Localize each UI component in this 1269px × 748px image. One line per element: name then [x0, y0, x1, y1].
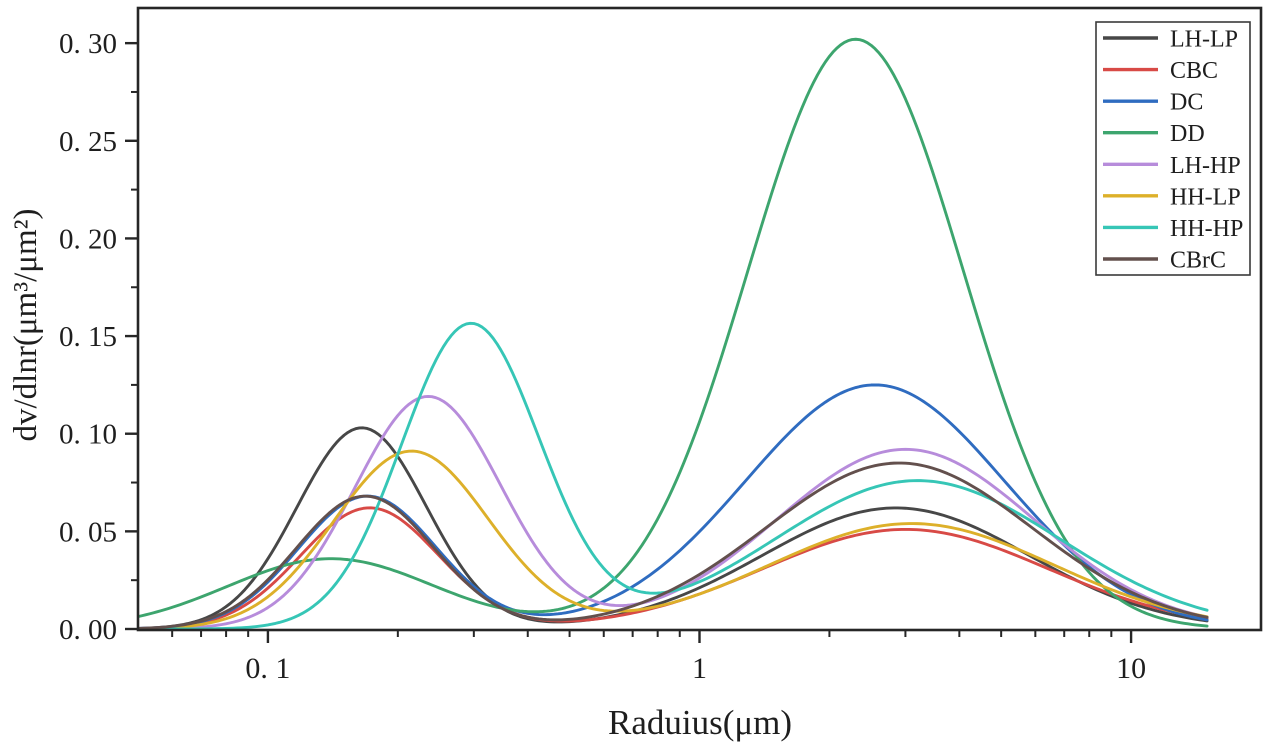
series-line-cbrc: [138, 461, 1209, 630]
series-line-hh-lp: [138, 449, 1209, 630]
x-tick-label: 10: [1116, 652, 1146, 685]
series-line-hh-hp: [138, 321, 1209, 630]
legend: LH-LP CBC DC DD LH-HP HH-LP HH-HP CBrC: [1095, 21, 1251, 276]
legend-entry: HH-HP: [1103, 216, 1243, 242]
legend-entry: LH-LP: [1103, 27, 1238, 53]
plot-border: [136, 6, 1263, 632]
legend-label: LH-LP: [1170, 27, 1238, 53]
series-lines: [138, 37, 1209, 630]
y-axis-title: dv/dlnr(μm³/μm²): [8, 209, 44, 442]
legend-label: LH-HP: [1170, 153, 1241, 179]
y-tick-label: 0. 25: [59, 126, 117, 158]
legend-entry: HH-LP: [1103, 184, 1241, 210]
legend-label: CBrC: [1170, 248, 1226, 274]
legend-label: HH-LP: [1170, 184, 1241, 210]
legend-entry: CBrC: [1103, 248, 1226, 274]
y-tick-label: 0. 05: [59, 516, 117, 548]
legend-label: DC: [1170, 90, 1203, 116]
x-axis-title: Raduius(μm): [608, 703, 792, 742]
series-line-dd: [138, 37, 1209, 628]
legend-entry: LH-HP: [1103, 153, 1241, 179]
y-tick-label: 0. 00: [59, 614, 117, 646]
legend-entry: DD: [1103, 121, 1205, 147]
legend-label: CBC: [1170, 58, 1218, 84]
legend-entry: DC: [1103, 90, 1203, 116]
y-tick-label: 0. 15: [59, 321, 117, 353]
x-tick-label: 1: [692, 652, 707, 685]
y-tick-label: 0. 20: [59, 223, 117, 255]
axis-ticks: 0. 1 1 10 0. 00 0. 05 0. 10 0. 15 0. 20 0. 25 0. …: [59, 28, 1146, 685]
legend-entry: CBC: [1103, 58, 1218, 84]
legend-label: DD: [1170, 121, 1205, 147]
y-tick-label: 0. 30: [59, 28, 117, 60]
y-tick-label: 0. 10: [59, 419, 117, 451]
legend-box: [1095, 21, 1251, 276]
series-line-dc: [138, 383, 1209, 630]
legend-label: HH-HP: [1170, 216, 1243, 242]
series-line-lh-hp: [138, 394, 1209, 630]
x-tick-label: 0. 1: [245, 652, 290, 685]
